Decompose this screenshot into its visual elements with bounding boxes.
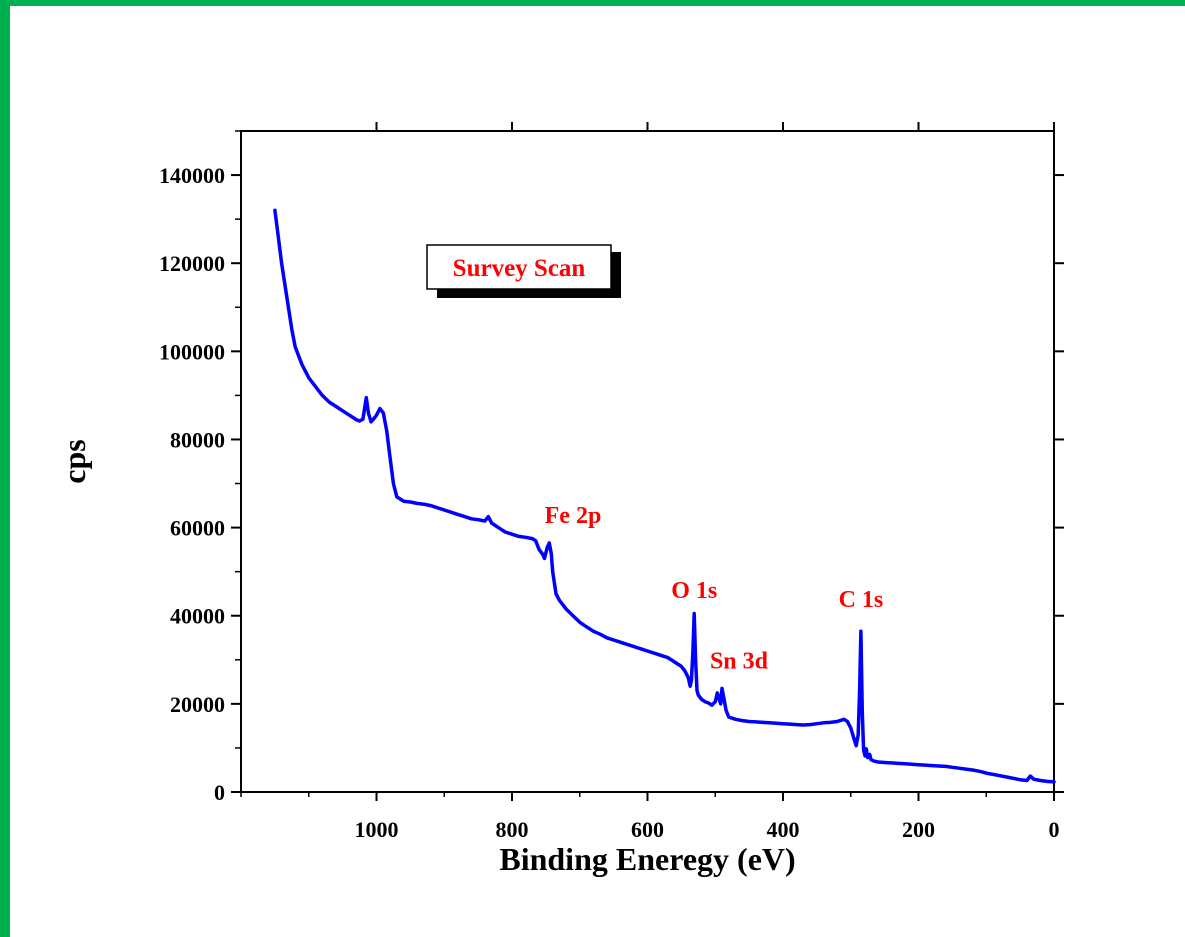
x-tick-label: 800 — [496, 817, 529, 842]
peak-label: Fe 2p — [545, 503, 602, 529]
y-tick-label: 140000 — [159, 163, 225, 188]
legend: Survey Scan — [426, 244, 621, 298]
y-tick-label: 20000 — [170, 692, 225, 717]
y-tick-label: 60000 — [170, 516, 225, 541]
survey-spectrum-line — [273, 208, 1056, 784]
legend-label: Survey Scan — [453, 255, 586, 282]
y-tick-label: 80000 — [170, 427, 225, 452]
x-tick-label: 200 — [902, 817, 935, 842]
plot-area-frame — [240, 130, 1055, 793]
x-tick-label: 600 — [631, 817, 664, 842]
legend-box — [426, 244, 612, 290]
peak-label: C 1s — [839, 587, 884, 613]
y-tick-label: 100000 — [159, 339, 225, 364]
x-tick-label: 400 — [767, 817, 800, 842]
y-tick-label: 40000 — [170, 604, 225, 629]
peak-label: O 1s — [671, 578, 717, 604]
peak-annotations: Fe 2p O 1s Sn 3d C 1s — [545, 503, 884, 674]
tick-labels: 1000 800 600 400 200 002000040000600008000010… — [159, 163, 1060, 842]
y-tick-label: 0 — [214, 780, 225, 805]
peak-label: Sn 3d — [710, 649, 769, 675]
y-axis-title: cps — [56, 439, 92, 483]
x-tick-label: 0 — [1049, 817, 1060, 842]
x-tick-label: 1000 — [355, 817, 399, 842]
x-axis-title: Binding Eneregy (eV) — [499, 841, 795, 877]
axis-ticks — [231, 122, 1064, 801]
y-tick-label: 120000 — [159, 251, 225, 276]
